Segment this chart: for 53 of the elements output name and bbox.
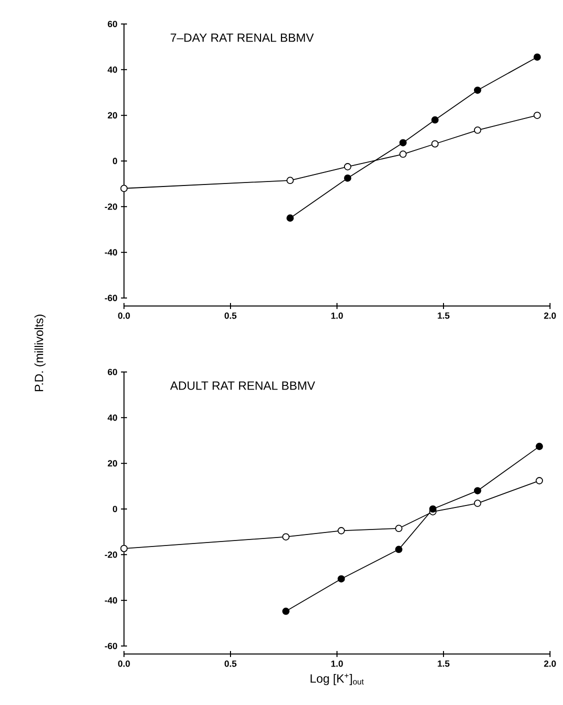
y-tick-label: 20 — [108, 112, 118, 119]
point — [474, 126, 482, 134]
x-tick-label: 1.0 — [331, 312, 343, 319]
y-axis-title: P.D. (millivolts) — [34, 314, 46, 392]
y-tick-label: -60 — [104, 294, 118, 302]
point — [431, 116, 439, 124]
x-tick-label: 0.5 — [224, 312, 236, 319]
point — [282, 608, 290, 615]
point — [429, 505, 436, 513]
x-tick-label: 1.5 — [438, 660, 450, 667]
y-tick-label: 60 — [108, 368, 118, 376]
point — [338, 575, 345, 582]
x-axis-title: Log [K$^{+}$]$_{out}$ — [310, 674, 364, 686]
point — [286, 176, 294, 184]
point — [399, 139, 407, 146]
point — [431, 140, 439, 148]
point — [338, 527, 345, 534]
point — [536, 442, 543, 450]
x-tick-label: 1.0 — [331, 660, 343, 667]
y-tick-label: -20 — [104, 551, 118, 558]
point — [286, 214, 294, 222]
point — [534, 112, 541, 119]
point — [120, 184, 128, 192]
y-tick-label: 20 — [108, 460, 118, 467]
point — [474, 487, 482, 494]
point — [282, 533, 290, 540]
point — [344, 163, 352, 170]
point — [395, 546, 402, 554]
y-tick-label: 0 — [112, 506, 118, 512]
y-tick-label: 40 — [108, 66, 118, 73]
point — [474, 86, 482, 94]
point — [120, 544, 128, 552]
text: 7–DAY RAT RENAL BBMV — [170, 34, 314, 42]
y-tick-label: -60 — [104, 642, 118, 650]
y-tick-label: 40 — [108, 414, 118, 421]
text: ADULT RAT RENAL BBMV — [170, 382, 316, 390]
y-tick-label: -20 — [104, 203, 118, 210]
x-tick-label: 0.5 — [224, 660, 236, 667]
x-tick-label: 2.0 — [544, 312, 556, 319]
x-tick-label: 0.0 — [118, 312, 130, 319]
y-tick-label: -40 — [104, 597, 118, 604]
x-tick-label: 2.0 — [544, 660, 556, 667]
point — [534, 53, 541, 61]
y-tick-label: 0 — [112, 158, 118, 164]
x-tick-label: 1.5 — [438, 312, 450, 319]
x-tick-label: 0.0 — [118, 660, 130, 667]
point — [344, 174, 352, 182]
point — [474, 500, 482, 507]
point — [399, 150, 407, 158]
y-tick-label: -40 — [104, 249, 118, 256]
y-tick-label: 60 — [108, 20, 118, 28]
point — [536, 477, 543, 484]
point — [395, 524, 402, 532]
